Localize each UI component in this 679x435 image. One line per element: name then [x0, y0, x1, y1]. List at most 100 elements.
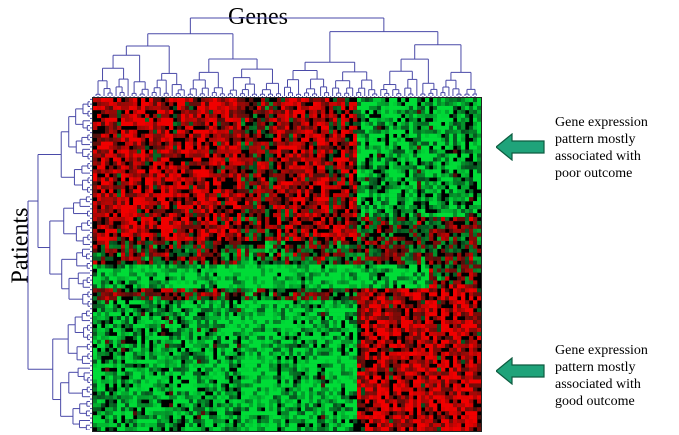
- heatmap-cell: [269, 236, 274, 242]
- heatmap-cell: [321, 205, 326, 210]
- heatmap-cell: [253, 169, 258, 174]
- heatmap-cell: [217, 105, 222, 111]
- heatmap-cell: [473, 113, 478, 119]
- heatmap-cell: [417, 288, 422, 293]
- heatmap-cell: [141, 169, 146, 174]
- heatmap-cell: [261, 268, 266, 273]
- heatmap-cell: [233, 177, 238, 182]
- heatmap-cell: [161, 304, 166, 309]
- heatmap-cell: [201, 181, 206, 186]
- heatmap-cell: [389, 161, 394, 166]
- heatmap-cell: [217, 264, 222, 269]
- heatmap-cell: [177, 212, 182, 218]
- heatmap-cell: [333, 256, 338, 261]
- heatmap-cell: [297, 304, 302, 309]
- heatmap-cell: [433, 201, 438, 206]
- heatmap-cell: [361, 101, 366, 107]
- heatmap-cell: [385, 264, 390, 269]
- heatmap-cell: [337, 260, 342, 265]
- heatmap-cell: [477, 232, 481, 238]
- heatmap-cell: [245, 284, 250, 289]
- heatmap-cell: [285, 284, 290, 289]
- heatmap-cell: [477, 260, 481, 265]
- heatmap-cell: [301, 105, 306, 111]
- heatmap-cell: [137, 212, 142, 218]
- heatmap-cell: [461, 181, 466, 186]
- heatmap-cell: [365, 284, 370, 289]
- heatmap-cell: [361, 149, 366, 154]
- heatmap-cell: [265, 268, 270, 273]
- heatmap-cell: [381, 157, 386, 162]
- heatmap-cell: [429, 236, 434, 242]
- heatmap-cell: [429, 284, 434, 289]
- heatmap-cell: [441, 268, 446, 273]
- heatmap-cell: [329, 109, 334, 115]
- heatmap-cell: [305, 193, 310, 198]
- heatmap-cell: [201, 121, 206, 127]
- heatmap-cell: [357, 165, 362, 170]
- heatmap-cell: [433, 113, 438, 119]
- heatmap-cell: [225, 264, 230, 269]
- heatmap-cell: [221, 165, 226, 170]
- heatmap-cell: [297, 252, 302, 257]
- heatmap-cell: [277, 189, 282, 194]
- heatmap-cell: [373, 212, 378, 218]
- heatmap-cell: [449, 125, 454, 131]
- heatmap-cell: [185, 224, 190, 230]
- heatmap-cell: [477, 157, 481, 162]
- heatmap-cell: [361, 157, 366, 162]
- heatmap-cell: [341, 137, 346, 142]
- heatmap-cell: [261, 205, 266, 210]
- heatmap-cell: [201, 177, 206, 182]
- heatmap-cell: [93, 216, 98, 222]
- heatmap-cell: [441, 280, 446, 285]
- heatmap-cell: [445, 161, 450, 166]
- heatmap-cell: [93, 125, 98, 131]
- heatmap-cell: [121, 260, 126, 265]
- heatmap-cell: [101, 280, 106, 285]
- heatmap-cell: [121, 193, 126, 198]
- heatmap-cell: [301, 189, 306, 194]
- heatmap-cell: [413, 212, 418, 218]
- heatmap-cell: [297, 292, 302, 297]
- heatmap-cell: [365, 212, 370, 218]
- heatmap-cell: [101, 117, 106, 123]
- heatmap-cell: [425, 137, 430, 142]
- heatmap-cell: [137, 189, 142, 194]
- heatmap-cell: [477, 181, 481, 186]
- heatmap-cell: [141, 153, 146, 158]
- heatmap-cell: [229, 248, 234, 253]
- heatmap-cell: [113, 177, 118, 182]
- heatmap-cell: [249, 276, 254, 281]
- heatmap-cell: [273, 224, 278, 230]
- heatmap-cell: [209, 220, 214, 226]
- heatmap-cell: [109, 193, 114, 198]
- heatmap-cell: [437, 216, 442, 222]
- heatmap-cell: [441, 98, 446, 103]
- heatmap-cell: [213, 125, 218, 131]
- heatmap-cell: [397, 141, 402, 146]
- heatmap-cell: [129, 165, 134, 170]
- heatmap-cell: [213, 181, 218, 186]
- heatmap-cell: [445, 101, 450, 107]
- heatmap-cell: [245, 181, 250, 186]
- heatmap-cell: [301, 212, 306, 218]
- heatmap-cell: [333, 157, 338, 162]
- heatmap-cell: [305, 98, 310, 103]
- heatmap-cell: [137, 264, 142, 269]
- heatmap-cell: [161, 201, 166, 206]
- heatmap-cell: [353, 197, 358, 202]
- heatmap-cell: [105, 284, 110, 289]
- heatmap-cell: [193, 121, 198, 127]
- heatmap-cell: [433, 165, 438, 170]
- heatmap-cell: [197, 244, 202, 249]
- heatmap-cell: [473, 98, 478, 103]
- heatmap-cell: [109, 125, 114, 131]
- heatmap-cell: [117, 113, 122, 119]
- heatmap-cell: [477, 117, 481, 123]
- heatmap-cell: [193, 117, 198, 123]
- heatmap-cell: [213, 300, 218, 305]
- heatmap-cell: [269, 252, 274, 257]
- heatmap-cell: [421, 308, 426, 313]
- heatmap-cell: [129, 240, 134, 245]
